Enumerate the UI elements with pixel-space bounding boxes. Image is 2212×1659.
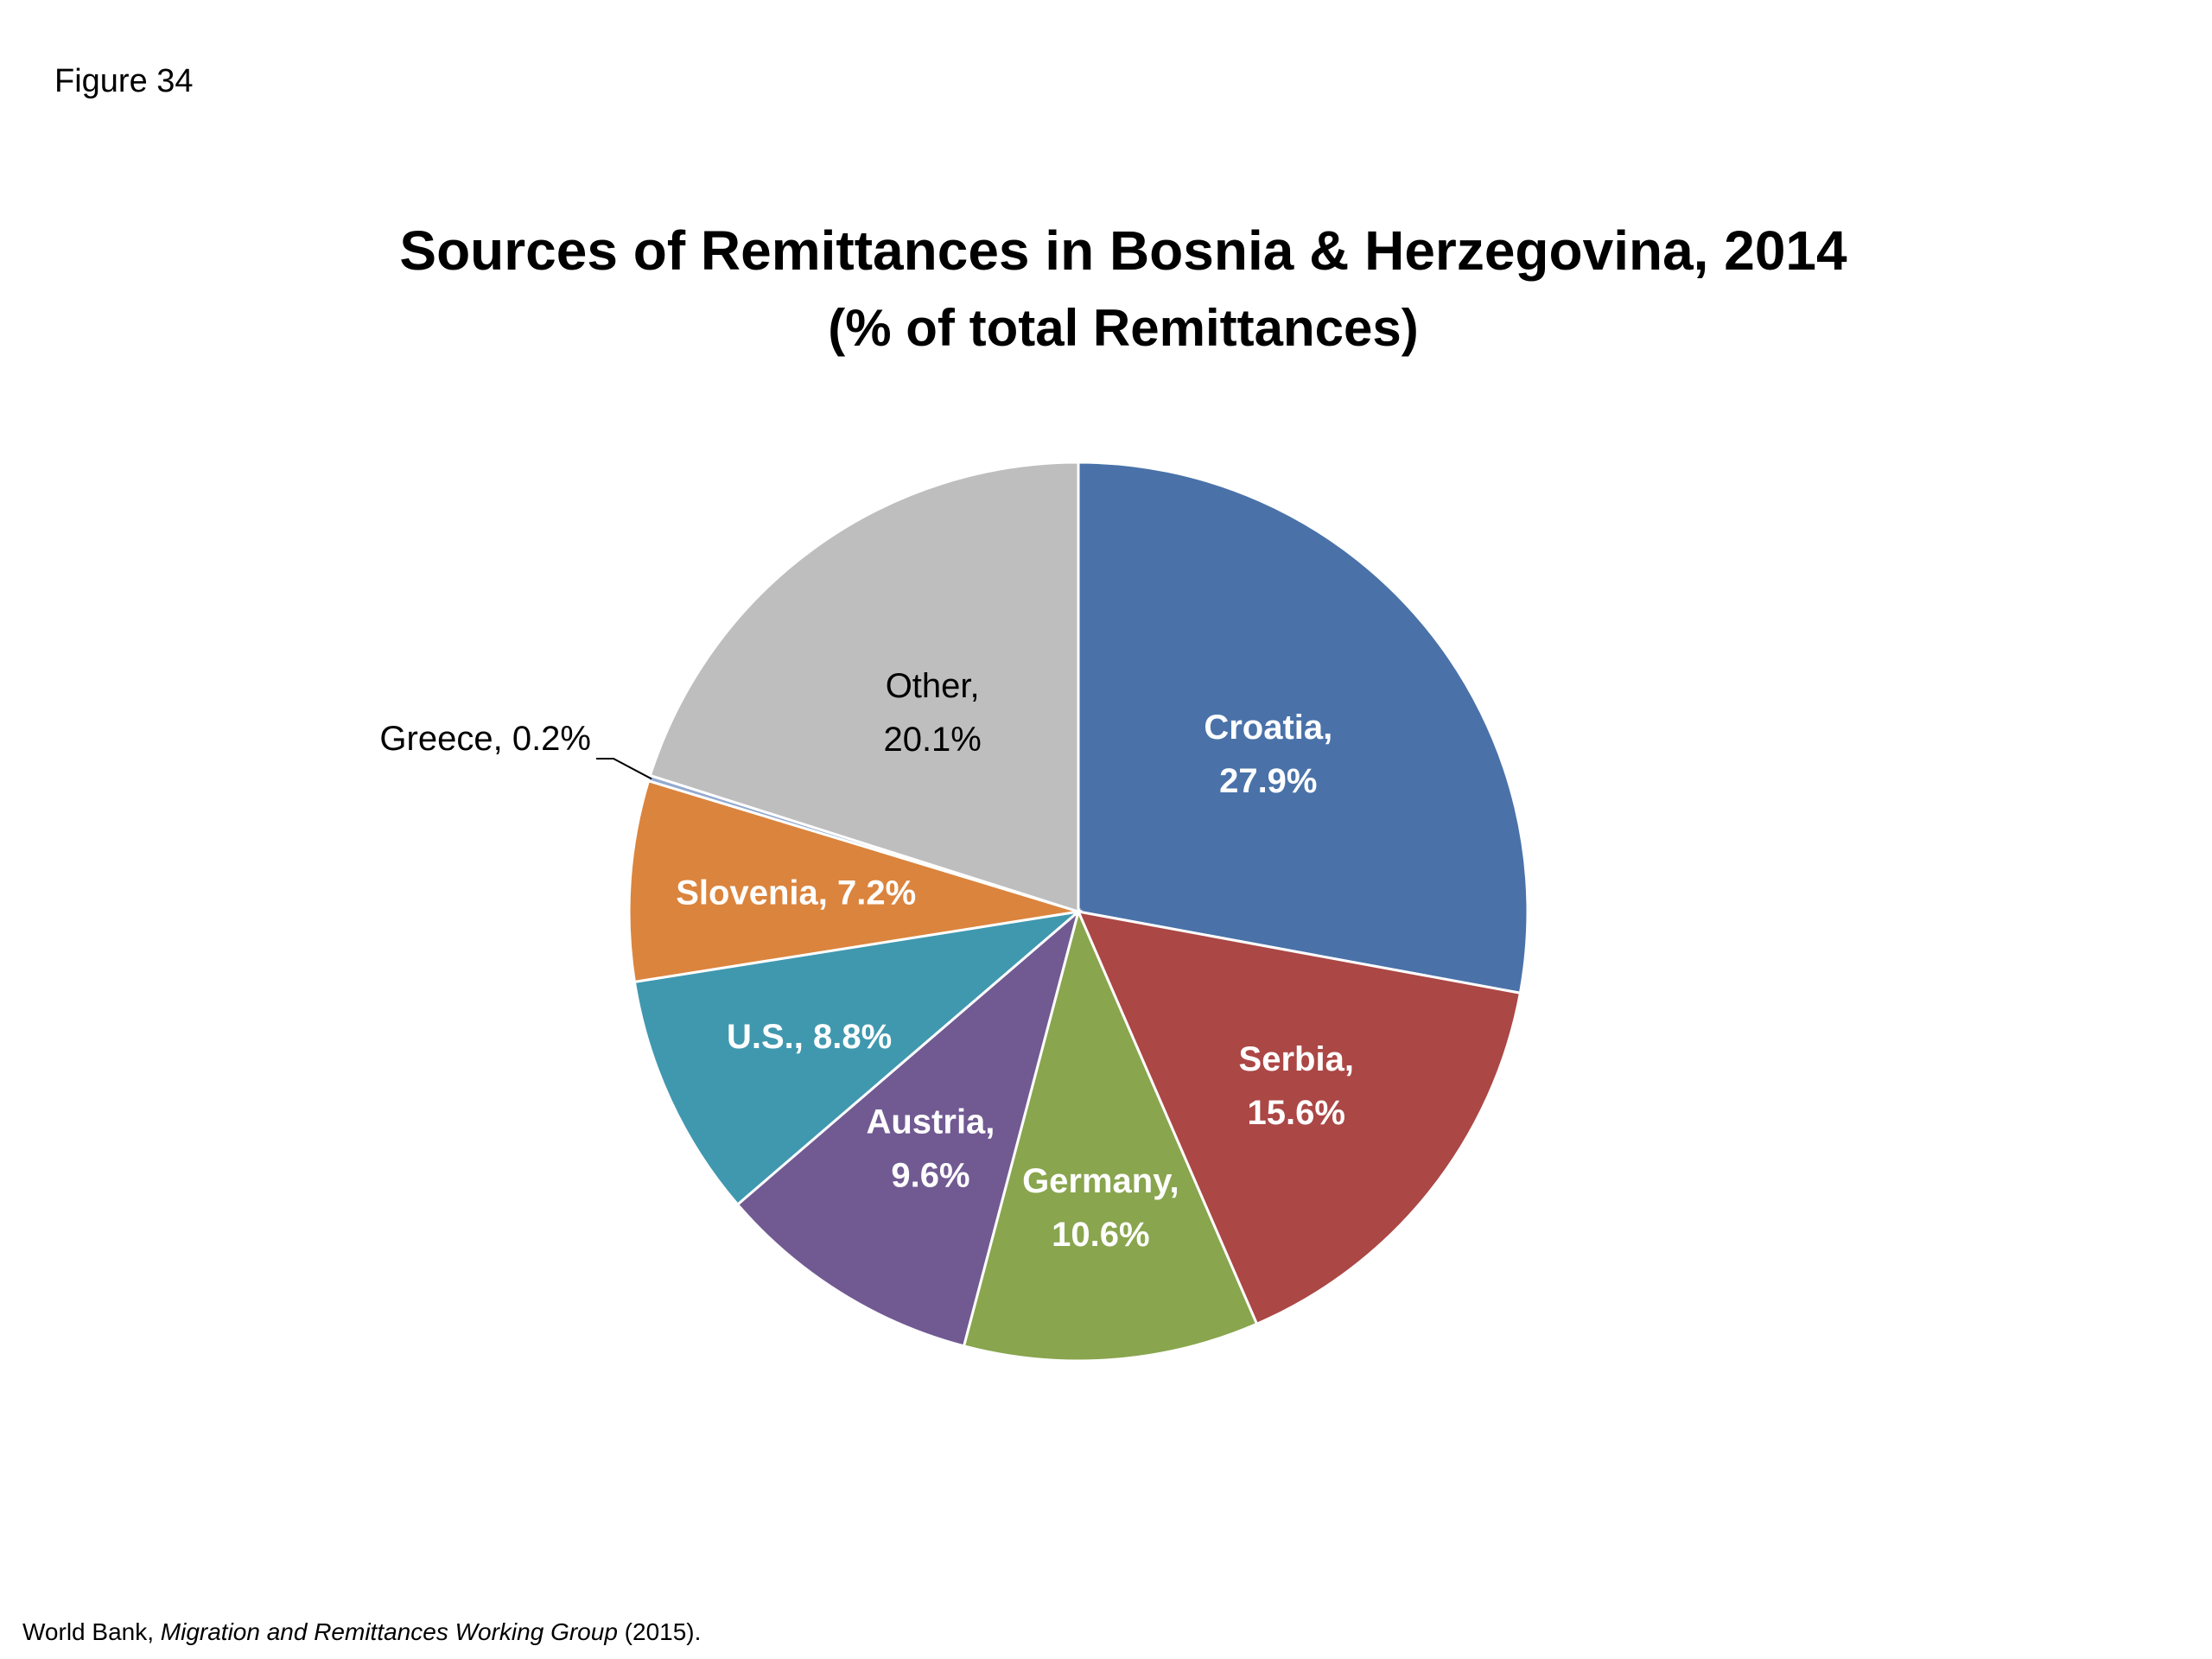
source-prefix: World Bank,	[22, 1618, 161, 1645]
slice-serbia	[1076, 910, 1522, 1326]
label-croatia-line1: Croatia,	[1204, 709, 1332, 747]
slice-croatia	[1077, 461, 1529, 995]
leader-line-greece	[596, 758, 652, 780]
label-serbia-line2: 15.6%	[1248, 1094, 1345, 1132]
slice-germany	[962, 907, 1259, 1363]
label-austria-line1: Austria,	[866, 1103, 995, 1141]
label-austria-line2: 9.6%	[891, 1156, 969, 1194]
label-germany-line2: 10.6%	[1052, 1216, 1149, 1254]
pie-labels: Croatia, 27.9% Serbia, 15.6% Germany, 10.6% Au…	[379, 667, 1354, 1254]
slice-other	[648, 461, 1080, 914]
chart-subtitle: (% of total Remittances)	[828, 299, 1418, 357]
label-u-s: U.S., 8.8%	[727, 1018, 892, 1056]
label-other-line1: Other,	[886, 667, 980, 705]
source-note: World Bank, Migration and Remittances Wo…	[22, 1618, 701, 1647]
source-suffix: (2015).	[617, 1618, 702, 1645]
slice-u-s	[632, 909, 1083, 1207]
label-other-line2: 20.1%	[883, 721, 981, 759]
figure-label: Figure 34	[54, 63, 194, 99]
chart-title: Sources of Remittances in Bosnia & Herze…	[399, 219, 1847, 282]
label-croatia-line2: 27.9%	[1219, 762, 1317, 800]
label-greece: Greece, 0.2%	[379, 720, 591, 758]
slice-austria	[735, 907, 1081, 1348]
slice-slovenia	[627, 779, 1079, 984]
pie-slices	[627, 461, 1529, 1363]
label-slovenia: Slovenia, 7.2%	[676, 874, 916, 912]
label-serbia-line1: Serbia,	[1239, 1040, 1354, 1078]
source-title: Migration and Remittances Working Group	[160, 1618, 618, 1645]
label-germany-line1: Germany,	[1022, 1162, 1179, 1200]
